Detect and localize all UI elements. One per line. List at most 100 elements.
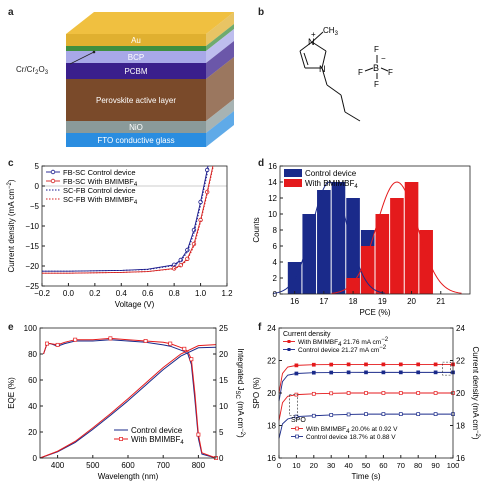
y-tick-label: −5 [30, 202, 40, 211]
y-axis-label: Current density (mA cm−2) [7, 179, 16, 272]
y-tick-label: 0 [33, 454, 38, 463]
spo-legend-entry-0: With BMIMBF4 20.0% at 0.92 V [306, 426, 398, 435]
ring-bond-1 [311, 41, 327, 52]
y-right-tick-label: 20 [456, 389, 465, 398]
ring-bond-2 [321, 50, 327, 69]
y-tick-label: 18 [267, 422, 276, 431]
x-tick-label: 0.8 [169, 289, 181, 298]
panel-label-d: d [258, 158, 265, 169]
gaussian-fit-0 [273, 181, 385, 294]
spo-marker-2 [416, 391, 421, 395]
y-tick-label: 100 [24, 324, 38, 333]
eqe-marker [189, 357, 194, 362]
x-tick-label: 700 [157, 461, 171, 470]
x-tick-label: 70 [397, 461, 405, 470]
x-tick-label: 30 [327, 461, 335, 470]
y-tick-label: −25 [25, 282, 39, 291]
x-axis-label: Wavelength (nm) [98, 472, 159, 481]
histogram-bar-0 [346, 198, 360, 294]
spo-marker-3 [329, 413, 334, 417]
spo-marker-1 [311, 370, 316, 375]
y-right-tick-label: 5 [219, 428, 224, 437]
y-right-tick-label: 15 [219, 376, 228, 385]
spo-marker-0 [416, 362, 421, 367]
boron-label: B [373, 63, 379, 73]
histogram-bar-1 [390, 198, 404, 294]
x-tick-label: 20 [407, 297, 416, 306]
cr-pointer-dot [92, 50, 96, 54]
cd-legend-marker-0 [287, 340, 291, 343]
spo-marker-0 [364, 362, 368, 367]
stack-layer-label-2: BCP [128, 53, 144, 62]
legend-entry-2: SC-FB Control device [63, 186, 136, 195]
cd-legend-marker-1 [287, 348, 291, 351]
spo-marker-3 [398, 412, 403, 416]
jv-point [185, 247, 190, 253]
jv-point [191, 227, 197, 233]
stack-layer-label-6: FTO conductive glass [97, 136, 174, 145]
stack-layer-side-5 [206, 99, 234, 133]
stack-layer-front-0 [66, 34, 206, 46]
butyl-bond-2 [326, 84, 342, 96]
legend-marker-1 [119, 437, 123, 441]
ring-bond-5 [299, 41, 313, 52]
stack-layer-front-3 [66, 63, 206, 79]
eqe-marker [196, 432, 201, 437]
legend-swatch-0 [284, 169, 302, 177]
y-tick-label: 5 [35, 162, 40, 171]
spo-marker-3 [364, 412, 368, 416]
minus-charge: − [381, 54, 386, 63]
spo-marker-2 [311, 391, 316, 396]
stack-layer-side-3 [206, 41, 234, 79]
legend-entry-0: Control device [131, 426, 183, 435]
stack-layer-side-1 [206, 24, 234, 51]
nitrogen-1: N [308, 37, 315, 47]
spo-marker-1 [398, 370, 403, 375]
stack-layer-front-2 [66, 51, 206, 63]
spo-legend-marker-0 [295, 426, 299, 431]
y-axis-label: Counts [252, 217, 261, 242]
x-tick-label: 10 [292, 461, 300, 470]
eqe-marker [45, 341, 49, 346]
y-axis-label: EQE (%) [7, 377, 16, 409]
x-tick-label: 800 [192, 461, 206, 470]
y-tick-label: 0 [273, 290, 278, 299]
eqe-marker [182, 346, 187, 351]
y-right-axis-label: Current density (mA cm−2) [471, 346, 480, 439]
spo-marker-1 [294, 371, 299, 376]
legend-marker-1 [50, 178, 56, 184]
jv-curve-chart: −0.2 0.0 0.2 0.4 0.6 0.8 1.0 1.2 −25 −20 −15 −10 −5 0… [7, 162, 233, 309]
eqe-marker [73, 337, 78, 342]
y-tick-label: 16 [268, 162, 277, 171]
spo-marker-3 [311, 413, 316, 418]
current-density-annotation: Current density [283, 331, 331, 338]
eqe-marker [168, 341, 173, 346]
y-tick-label: 8 [273, 226, 278, 235]
x-tick-label: 0.4 [116, 289, 128, 298]
stack-layer-front-6 [66, 133, 206, 147]
legend-marker-0 [50, 169, 56, 175]
jv-line-3 [42, 166, 214, 274]
spo-legend-entry-1: Control device 18.7% at 0.88 V [306, 434, 396, 441]
x-tick-label: 19 [378, 297, 387, 306]
spo-marker-0 [346, 362, 351, 367]
histogram-bar-1 [375, 214, 390, 294]
y-tick-label: 40 [28, 402, 37, 411]
spo-marker-2 [346, 391, 351, 395]
y-tick-label: 14 [268, 178, 277, 187]
butyl-bond-4 [344, 111, 361, 122]
y-tick-label: −20 [25, 262, 39, 271]
x-tick-label: 20 [310, 461, 318, 470]
y-tick-label: 4 [273, 258, 278, 267]
histogram-bar-1 [360, 246, 375, 294]
y-tick-label: 2 [273, 274, 278, 283]
eqe-marker [108, 336, 113, 341]
y-axis-label: SPO (%) [252, 377, 261, 409]
legend-entry-1: With BMIMBF4 [305, 179, 358, 190]
y-tick-label: 16 [267, 454, 276, 463]
eqe-marker [143, 339, 148, 343]
cr-cr2o3-label: Cr/Cr2O3 [16, 65, 49, 76]
x-tick-label: 1.0 [195, 289, 207, 298]
stack-layer-side-0 [206, 12, 234, 46]
spo-marker-0 [294, 363, 299, 368]
